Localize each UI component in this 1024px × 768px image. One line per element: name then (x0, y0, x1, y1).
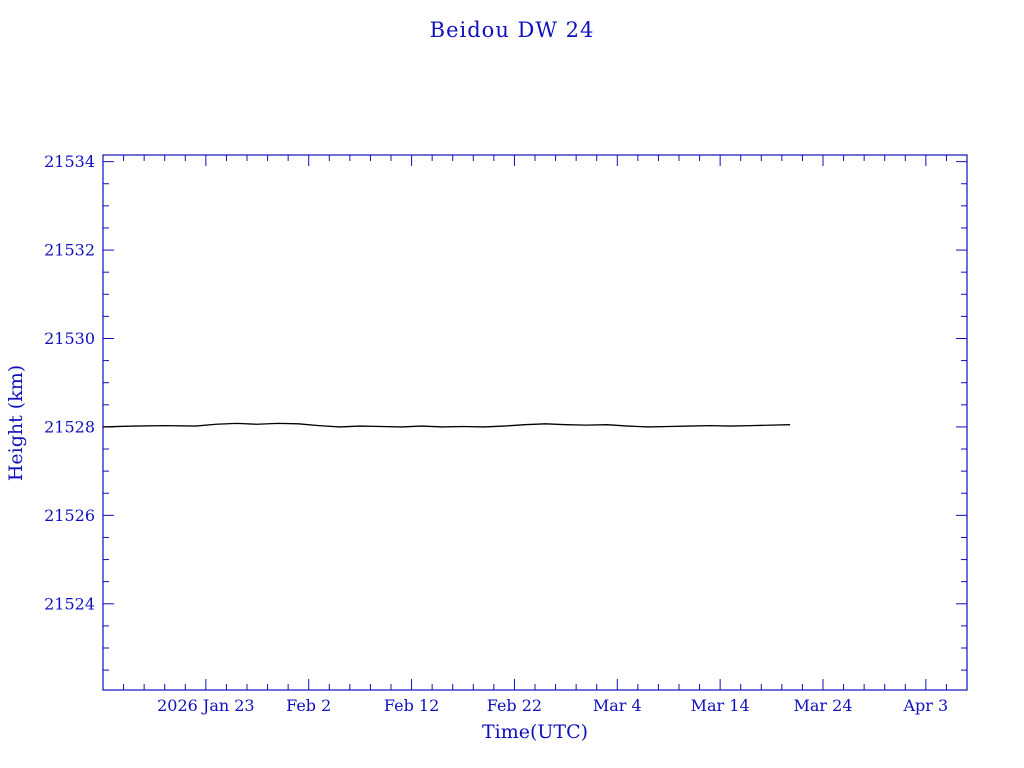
height-series-line (102, 422, 791, 428)
x-axis-label: Time(UTC) (481, 721, 589, 743)
x-tick-label: Apr 3 (902, 696, 948, 715)
x-tick-label: Feb 12 (384, 696, 439, 715)
y-tick-label: 21534 (44, 152, 95, 171)
x-tick-label: Feb 22 (487, 696, 542, 715)
x-tick-label: Feb 2 (286, 696, 331, 715)
x-tick-label: Mar 4 (593, 696, 642, 715)
chart-title: Beidou DW 24 (429, 18, 595, 42)
y-axis-label: Height (km) (5, 364, 27, 482)
x-tick-label: Mar 24 (793, 696, 852, 715)
y-tick-label: 21528 (44, 417, 95, 436)
y-tick-label: 21532 (44, 241, 95, 260)
x-tick-label: 2026 Jan 23 (157, 696, 255, 715)
y-tick-label: 21526 (44, 506, 95, 525)
y-tick-label: 21530 (44, 329, 95, 348)
y-tick-label: 21524 (44, 594, 95, 613)
plot-border (102, 154, 968, 691)
x-tick-label: Mar 14 (691, 696, 750, 715)
